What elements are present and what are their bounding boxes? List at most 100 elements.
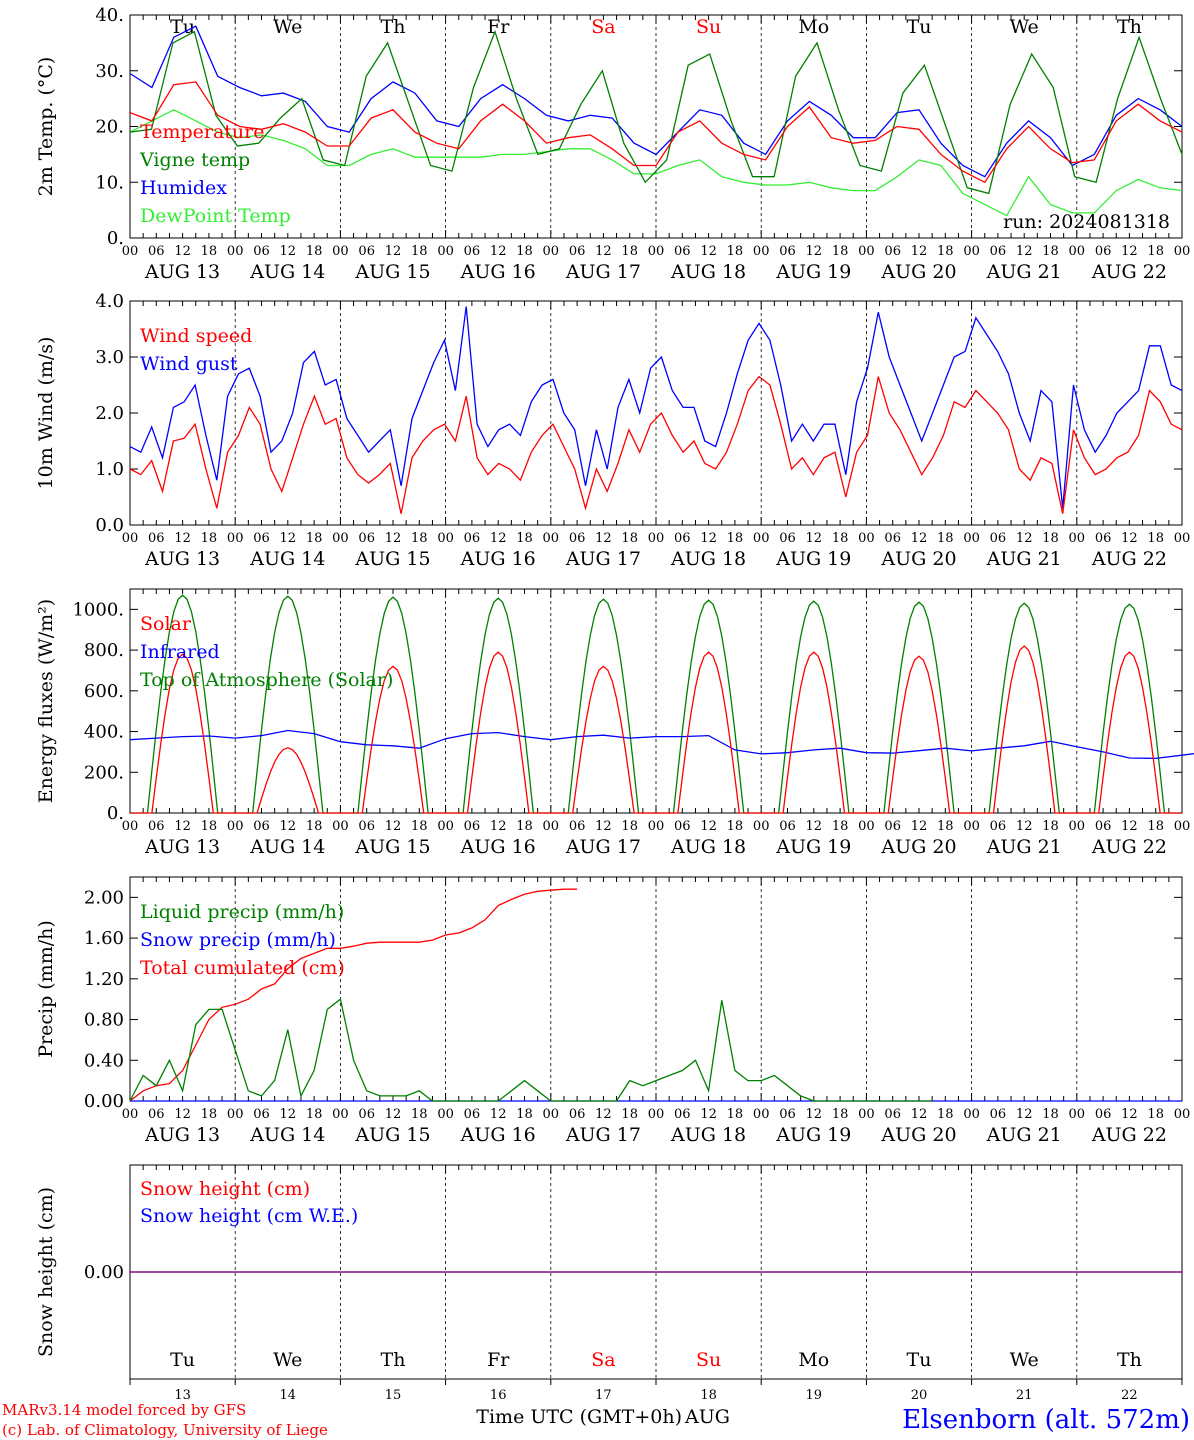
- weekday-label: We: [273, 1349, 302, 1371]
- hour-tick-label: 06: [569, 819, 586, 834]
- day-number-label: 19: [806, 1388, 823, 1403]
- hour-tick-label: 00: [1174, 244, 1191, 259]
- hour-tick-label: 06: [884, 244, 901, 259]
- series-line-vigne-temp: [129, 29, 1183, 195]
- hour-tick-label: 00: [543, 531, 560, 546]
- weekday-label: Tu: [907, 16, 932, 38]
- hour-tick-label: 18: [306, 819, 323, 834]
- credit-line-1: MARv3.14 model forced by GFS: [2, 1401, 246, 1419]
- date-label: AUG 18: [670, 1124, 746, 1146]
- date-label: AUG 21: [986, 836, 1062, 858]
- hour-tick-label: 18: [832, 244, 849, 259]
- hour-tick-label: 12: [700, 531, 717, 546]
- hour-tick-label: 00: [1069, 819, 1086, 834]
- hour-tick-label: 06: [779, 1107, 796, 1122]
- day-number-label: 20: [911, 1388, 928, 1403]
- weekday-label: Su: [696, 16, 721, 38]
- hour-tick-label: 06: [569, 1107, 586, 1122]
- date-label: AUG 16: [460, 836, 536, 858]
- hour-tick-label: 18: [201, 1107, 218, 1122]
- hour-tick-label: 18: [1042, 1107, 1059, 1122]
- date-label: AUG 19: [775, 261, 851, 283]
- hour-tick-label: 12: [490, 819, 507, 834]
- date-label: AUG 15: [354, 836, 430, 858]
- hour-tick-label: 00: [122, 1107, 139, 1122]
- date-label: AUG 15: [354, 1124, 430, 1146]
- y-tick-label: 0.40: [84, 1050, 124, 1071]
- legend-entry: Humidex: [140, 177, 227, 199]
- hour-tick-label: 18: [621, 819, 638, 834]
- hour-tick-label: 00: [227, 531, 244, 546]
- hour-tick-label: 12: [280, 1107, 297, 1122]
- hour-tick-label: 12: [280, 531, 297, 546]
- hour-tick-label: 06: [464, 1107, 481, 1122]
- hour-tick-label: 00: [648, 819, 665, 834]
- hour-tick-label: 18: [411, 1107, 428, 1122]
- y-tick-label: 10.: [95, 172, 124, 193]
- hour-tick-label: 06: [148, 531, 165, 546]
- hour-tick-label: 00: [963, 819, 980, 834]
- hour-tick-label: 12: [490, 244, 507, 259]
- hour-tick-label: 12: [1121, 819, 1138, 834]
- hour-tick-label: 06: [569, 531, 586, 546]
- hour-tick-label: 18: [1042, 819, 1059, 834]
- weekday-label: We: [273, 16, 302, 38]
- hour-tick-label: 00: [122, 244, 139, 259]
- legend-entry: Solar: [140, 613, 192, 635]
- date-label: AUG 14: [249, 1124, 325, 1146]
- hour-tick-label: 06: [358, 244, 375, 259]
- y-tick-label: 800.: [84, 640, 124, 661]
- date-label: AUG 21: [986, 261, 1062, 283]
- date-label: AUG 13: [144, 836, 220, 858]
- hour-tick-label: 12: [1016, 244, 1033, 259]
- day-number-label: 18: [700, 1388, 717, 1403]
- date-label: AUG 13: [144, 261, 220, 283]
- hour-tick-label: 18: [1042, 531, 1059, 546]
- hour-tick-label: 00: [648, 531, 665, 546]
- legend-entry: Wind gust: [140, 353, 238, 375]
- y-tick-label: 0.80: [84, 1010, 124, 1031]
- y-tick-label: 200.: [84, 762, 124, 783]
- hour-tick-label: 06: [148, 1107, 165, 1122]
- hour-tick-label: 18: [306, 531, 323, 546]
- weekday-label: Tu: [907, 1349, 932, 1371]
- hour-tick-label: 18: [937, 244, 954, 259]
- hour-tick-label: 06: [569, 244, 586, 259]
- y-tick-label: 0.00: [84, 1262, 124, 1283]
- hour-tick-label: 00: [1174, 819, 1191, 834]
- date-label: AUG 18: [670, 261, 746, 283]
- hour-tick-label: 06: [779, 244, 796, 259]
- hour-tick-label: 18: [727, 1107, 744, 1122]
- hour-tick-label: 00: [122, 819, 139, 834]
- hour-tick-label: 12: [385, 1107, 402, 1122]
- hour-tick-label: 00: [963, 1107, 980, 1122]
- hour-tick-label: 06: [990, 531, 1007, 546]
- hour-tick-label: 00: [332, 244, 349, 259]
- weekday-label: Sa: [591, 1349, 615, 1371]
- date-label: AUG 17: [565, 548, 641, 570]
- hour-tick-label: 12: [1121, 531, 1138, 546]
- date-label: AUG 20: [880, 261, 956, 283]
- hour-tick-label: 18: [1147, 244, 1164, 259]
- hour-tick-label: 18: [411, 819, 428, 834]
- date-label: AUG 16: [460, 261, 536, 283]
- date-label: AUG 17: [565, 261, 641, 283]
- y-tick-label: 1000.: [72, 599, 124, 620]
- y-tick-label: 30.: [95, 61, 124, 82]
- series-line-dewpoint-temp: [129, 109, 1183, 217]
- hour-tick-label: 06: [674, 244, 691, 259]
- y-tick-label: 20.: [95, 117, 124, 138]
- hour-tick-label: 00: [227, 244, 244, 259]
- hour-tick-label: 00: [963, 244, 980, 259]
- hour-tick-label: 06: [464, 819, 481, 834]
- hour-tick-label: 18: [727, 244, 744, 259]
- hour-tick-label: 06: [884, 1107, 901, 1122]
- legend-entry: Infrared: [140, 641, 220, 663]
- date-label: AUG 22: [1091, 1124, 1167, 1146]
- hour-tick-label: 18: [727, 819, 744, 834]
- y-tick-label: 0.00: [84, 1091, 124, 1112]
- date-label: AUG 22: [1091, 836, 1167, 858]
- hour-tick-label: 18: [516, 244, 533, 259]
- hour-tick-label: 06: [464, 244, 481, 259]
- hour-tick-label: 06: [464, 531, 481, 546]
